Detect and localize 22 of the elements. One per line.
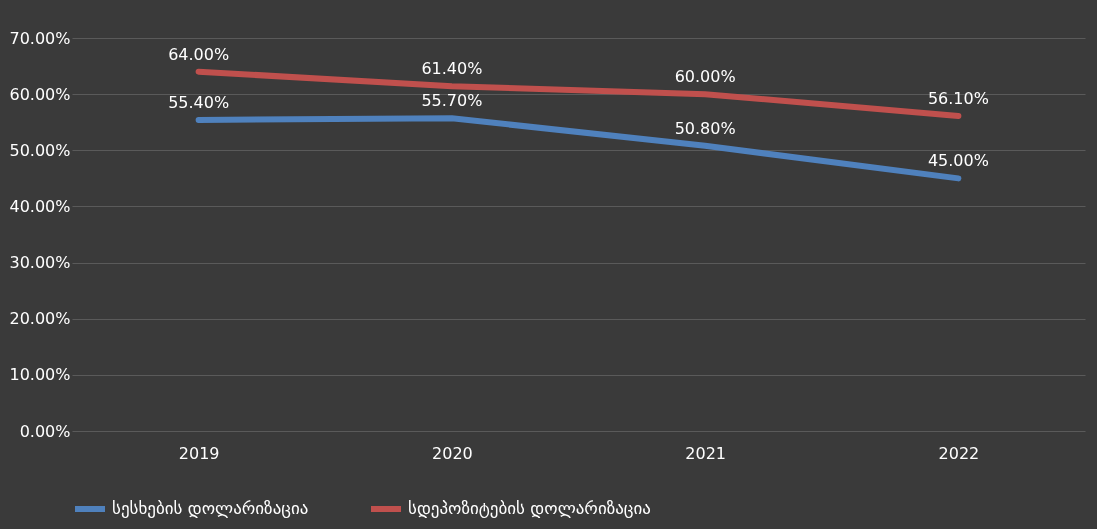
data-label: 56.10% (927, 89, 989, 109)
x-tick-label: 2019 (178, 443, 220, 463)
data-label: 50.80% (674, 118, 736, 138)
y-tick-label: 0.00% (19, 421, 71, 441)
x-tick-label: 2021 (685, 443, 726, 463)
legend-label: სდეპოზიტების დოლარიზაცია (408, 498, 651, 518)
legend-label: სესხების დოლარიზაცია (112, 498, 309, 518)
data-label: 55.70% (421, 91, 483, 111)
y-tick-label: 40.00% (9, 196, 71, 216)
x-tick-label: 2020 (432, 443, 473, 463)
y-tick-label: 50.00% (9, 140, 71, 160)
data-label: 55.40% (168, 92, 230, 112)
y-tick-label: 70.00% (9, 28, 71, 48)
x-tick-label: 2022 (938, 443, 980, 463)
data-label: 64.00% (168, 44, 230, 64)
y-tick-label: 10.00% (9, 365, 71, 385)
y-tick-label: 20.00% (9, 309, 71, 329)
y-tick-label: 60.00% (9, 84, 71, 104)
data-label: 45.00% (927, 151, 989, 171)
y-tick-label: 30.00% (9, 253, 71, 273)
data-label: 61.40% (421, 59, 483, 79)
data-label: 60.00% (674, 67, 736, 87)
